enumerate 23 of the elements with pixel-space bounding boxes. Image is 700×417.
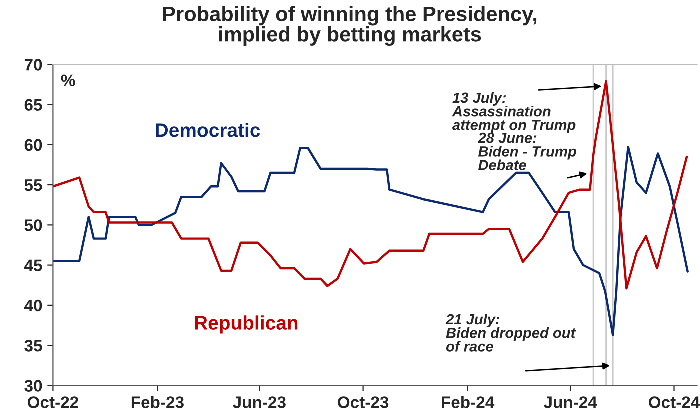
x-tick-label: Feb-24: [442, 396, 495, 408]
x-tick-label: Oct-22: [28, 396, 78, 408]
ref-line-label: 13 July: Assassination attempt on Trump: [452, 92, 576, 134]
series-label: Republican: [195, 316, 298, 334]
y-tick-label: 30: [24, 380, 42, 392]
ref-line-label: 28 June: Biden - Trump Debate: [478, 132, 576, 170]
y-tick-label: 40: [24, 300, 42, 312]
chart-title: Probability of winning the Presidency, implied by betting markets: [163, 6, 537, 46]
y-tick-label: 35: [24, 340, 42, 352]
x-tick-label: Oct-23: [338, 396, 389, 408]
y-axis-title: %: [61, 74, 76, 86]
y-tick-label: 65: [24, 99, 42, 111]
y-tick-label: 45: [24, 260, 42, 272]
y-tick-label: 50: [24, 220, 42, 232]
x-tick-label: Feb-23: [132, 396, 184, 408]
y-tick-label: 60: [24, 139, 42, 152]
series-label: Democratic: [156, 123, 260, 138]
y-tick-label: 55: [24, 180, 42, 192]
x-tick-label: Jun-23: [233, 396, 286, 408]
y-tick-label: 70: [24, 59, 42, 71]
ref-line-label: 21 July: Biden dropped out of race: [446, 314, 576, 352]
x-tick-label: Jun-24: [544, 396, 598, 408]
x-tick-label: Oct-24: [649, 396, 700, 408]
